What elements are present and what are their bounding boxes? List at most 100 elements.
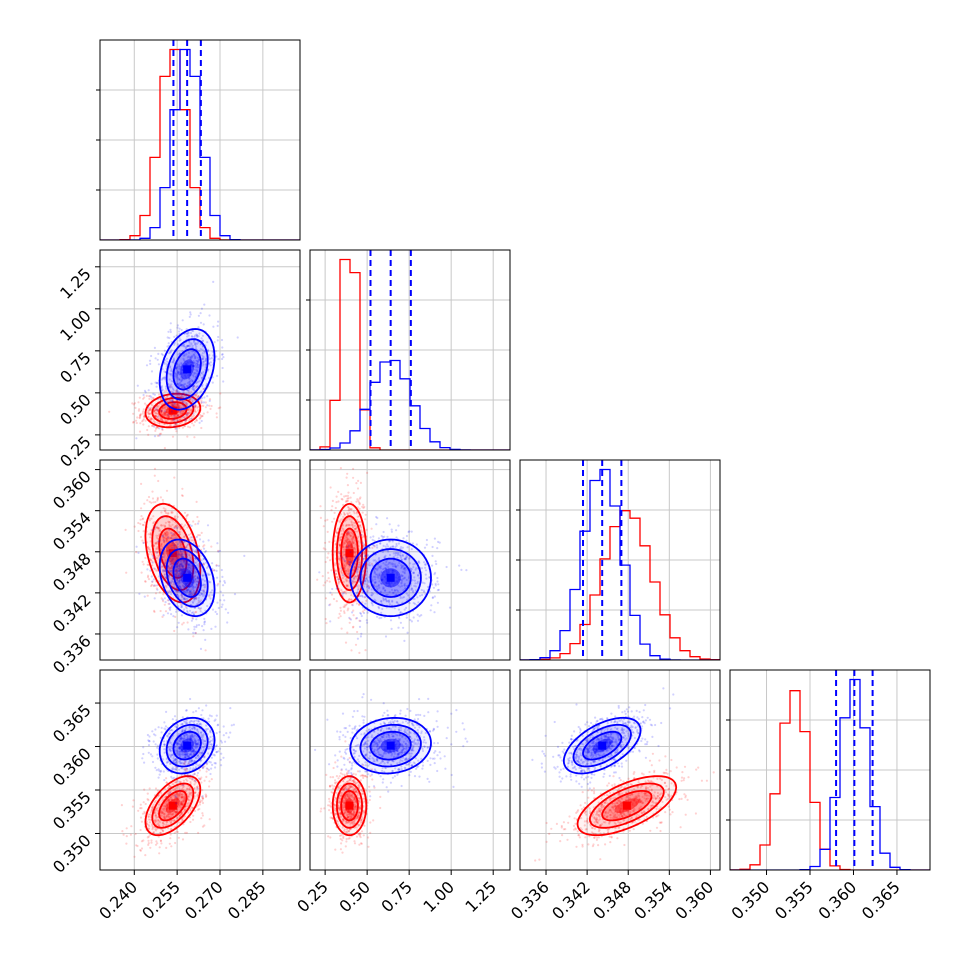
scatter-point — [358, 497, 361, 500]
scatter-point — [204, 795, 208, 799]
scatter-point — [168, 386, 171, 389]
scatter-point — [199, 601, 202, 604]
scatter-point — [145, 394, 148, 397]
scatter-point — [168, 336, 171, 340]
scatter-point — [142, 423, 145, 426]
scatter-point — [177, 573, 180, 576]
scatter-point — [163, 378, 166, 381]
scatter-point — [361, 511, 364, 514]
scatter-point — [160, 524, 163, 527]
scatter-point — [163, 390, 166, 393]
scatter-point — [395, 529, 398, 532]
scatter-point — [193, 628, 196, 631]
scatter-point — [206, 404, 209, 407]
scatter-point — [218, 549, 221, 553]
scatter-point — [183, 511, 187, 514]
scatter-point — [412, 616, 415, 619]
scatter-point — [177, 365, 181, 368]
scatter-point — [163, 573, 166, 576]
scatter-point — [177, 406, 180, 409]
scatter-point — [138, 430, 142, 433]
scatter-point — [194, 542, 197, 545]
scatter-point — [153, 597, 156, 600]
scatter-point — [175, 610, 178, 613]
scatter-point — [175, 366, 178, 369]
scatter-point — [161, 498, 164, 502]
scatter-point — [200, 399, 203, 402]
scatter-point — [156, 416, 159, 419]
scatter-point — [216, 601, 219, 604]
scatter-point — [140, 847, 144, 850]
scatter-point — [198, 417, 201, 420]
scatter-point — [153, 435, 157, 438]
scatter-point — [157, 363, 160, 366]
scatter-point — [174, 367, 177, 370]
scatter-point — [139, 414, 142, 418]
scatter-point — [177, 414, 180, 417]
scatter-point — [141, 523, 144, 527]
scatter-point — [330, 593, 334, 596]
scatter-point — [199, 391, 202, 394]
scatter-point — [175, 366, 178, 369]
scatter-point — [170, 403, 174, 406]
scatter-point — [185, 328, 188, 331]
scatter-point — [188, 344, 191, 347]
scatter-point — [164, 413, 167, 416]
scatter-point — [203, 623, 206, 626]
scatter-point — [161, 565, 164, 568]
scatter-point — [223, 581, 227, 584]
scatter-point — [162, 614, 165, 617]
scatter-point — [183, 590, 186, 593]
scatter-point — [201, 594, 205, 598]
scatter-point — [194, 342, 197, 345]
scatter-point — [195, 333, 198, 336]
scatter-point — [397, 626, 400, 629]
scatter-point — [179, 394, 182, 397]
scatter-point — [164, 526, 167, 529]
scatter-point — [200, 415, 203, 418]
scatter-point — [221, 366, 224, 370]
scatter-point — [191, 380, 194, 383]
scatter-point — [436, 601, 439, 604]
scatter-point — [188, 377, 191, 380]
scatter-point — [191, 374, 194, 377]
scatter-point — [157, 580, 160, 583]
scatter-point — [163, 564, 166, 567]
scatter-point — [171, 386, 174, 389]
scatter-point — [138, 408, 141, 411]
scatter-point — [139, 803, 142, 806]
scatter-point — [178, 395, 181, 398]
scatter-point — [200, 401, 203, 405]
scatter-point — [143, 502, 146, 505]
scatter-point — [216, 584, 219, 587]
scatter-point — [339, 554, 342, 558]
scatter-point — [195, 362, 198, 365]
panel-2-0 — [100, 460, 300, 660]
scatter-point — [194, 343, 197, 346]
scatter-point — [364, 518, 367, 521]
scatter-point — [156, 409, 159, 412]
scatter-point — [167, 520, 170, 523]
scatter-point — [167, 512, 170, 515]
scatter-point — [171, 398, 174, 401]
scatter-point — [437, 583, 440, 586]
scatter-point — [176, 324, 179, 327]
scatter-point — [201, 414, 204, 417]
scatter-point — [196, 360, 199, 363]
scatter-point — [168, 589, 171, 593]
scatter-point — [194, 523, 197, 526]
scatter-point — [338, 612, 341, 616]
scatter-point — [157, 352, 160, 355]
scatter-point — [210, 545, 213, 548]
scatter-point — [177, 531, 180, 534]
scatter-point — [336, 584, 339, 588]
scatter-point — [162, 534, 165, 537]
scatter-point — [376, 516, 379, 520]
scatter-point — [198, 807, 201, 811]
scatter-point — [191, 385, 195, 388]
scatter-point — [155, 382, 159, 385]
scatter-point — [175, 571, 178, 575]
scatter-point — [162, 377, 165, 380]
scatter-point — [328, 540, 331, 544]
scatter-point — [195, 548, 198, 552]
